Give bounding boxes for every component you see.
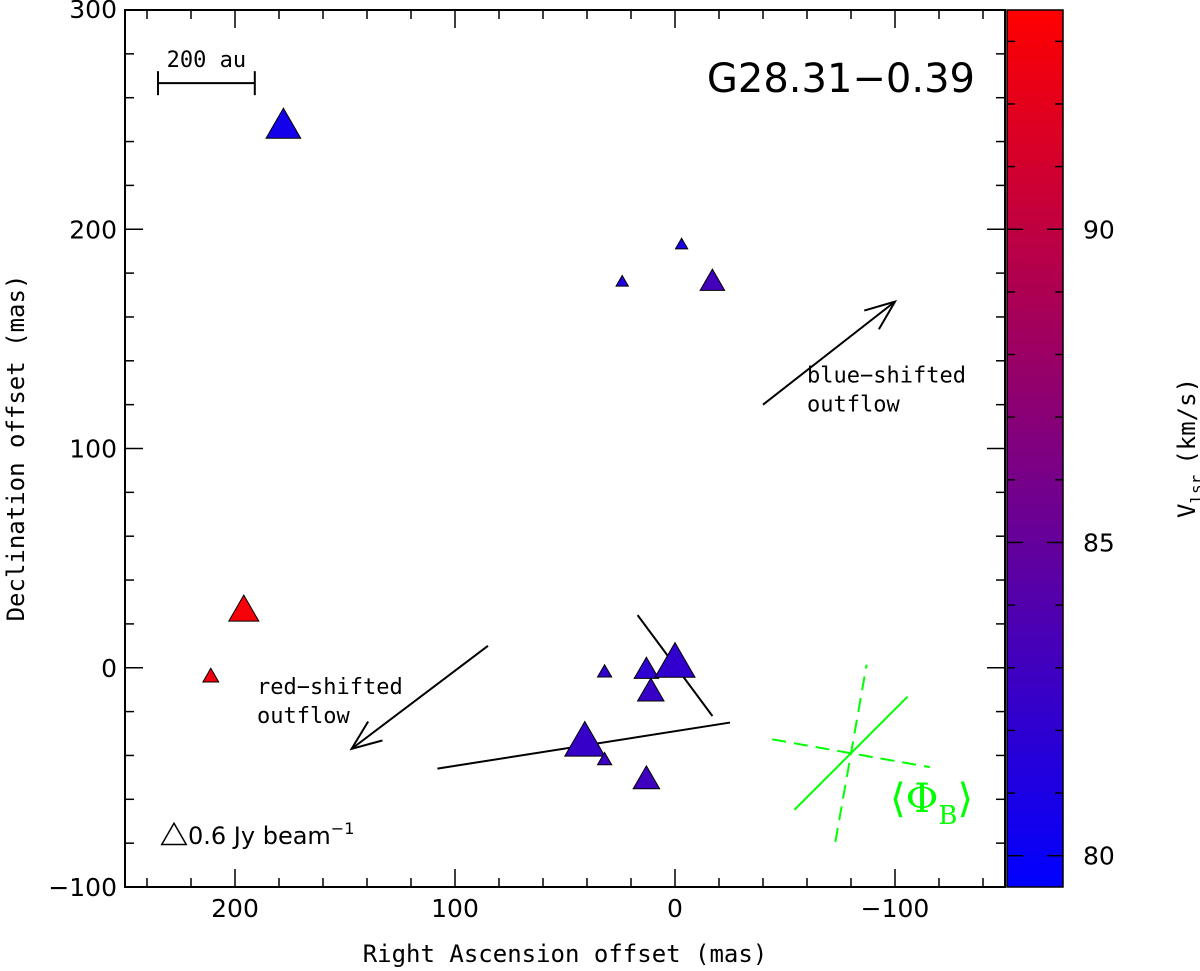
- outflow-label-blue-shifted: outflow: [807, 393, 900, 418]
- colorbar-ticks: 80 85 90: [1007, 40, 1115, 871]
- y-tick-label: 200: [69, 215, 117, 244]
- maser-triangle: [202, 667, 220, 683]
- maser-triangle: [699, 268, 726, 291]
- x-tick-label: 100: [431, 894, 479, 923]
- y-axis-title: Declination offset (mas): [2, 275, 30, 622]
- mean-field-indicator: [772, 664, 930, 843]
- maser-triangle: [632, 764, 661, 790]
- y-tick-label: 300: [69, 0, 117, 24]
- flux-legend-triangle-icon: [160, 821, 188, 846]
- outflow-label-red-shifted: red−shifted: [257, 675, 403, 700]
- outflow-arrow-red-shifted: [350, 645, 489, 750]
- scale-bar: 200 au: [157, 48, 256, 96]
- maser-triangle: [615, 274, 630, 287]
- scale-bar-label: 200 au: [167, 48, 246, 73]
- mean-field-symbol: Φ: [906, 776, 939, 822]
- flux-legend-label: 0.6 Jy beam−1: [188, 819, 354, 850]
- mean-field-bracket-left: ⟨: [890, 776, 906, 822]
- mean-field-perpendicular-line: [772, 738, 930, 769]
- outflow-annotations: blue−shifted outflow red−shifted outflow: [257, 299, 966, 751]
- mean-field-label: ⟨ΦB⟩: [890, 776, 973, 831]
- chart-title: G28.31−0.39: [707, 56, 975, 102]
- maser-triangle: [596, 663, 613, 678]
- outflow-label-blue-shifted: blue−shifted: [807, 364, 966, 389]
- x-tick-label: 0: [667, 894, 683, 923]
- colorbar-title-unit: (km/s): [1173, 378, 1200, 465]
- maser-triangle: [227, 594, 260, 622]
- x-tick-label: −100: [861, 894, 930, 923]
- x-axis-title: Right Ascension offset (mas): [363, 940, 768, 968]
- colorbar-title-sub: lsr: [1187, 474, 1200, 503]
- x-tick-label: 200: [211, 894, 259, 923]
- outflow-label-red-shifted: outflow: [257, 704, 350, 729]
- y-tick-label: −100: [48, 873, 117, 902]
- colorbar-tick-label: 85: [1083, 528, 1115, 557]
- outflow-arrow-blue-shifted: [762, 300, 896, 406]
- maser-triangle: [596, 751, 613, 766]
- maser-triangle: [563, 720, 606, 757]
- maser-triangle: [633, 656, 660, 679]
- colorbar-tick-label: 80: [1083, 842, 1115, 871]
- flux-legend-superscript: −1: [331, 819, 355, 838]
- colorbar: [1006, 9, 1064, 888]
- mean-field-bracket-right: ⟩: [958, 776, 974, 822]
- maser-triangle: [265, 107, 302, 139]
- flux-legend-text: 0.6 Jy beam: [188, 822, 331, 850]
- mean-field-subscript: B: [938, 801, 957, 831]
- maser-triangle: [674, 237, 689, 250]
- maser-triangle: [636, 677, 665, 702]
- y-tick-label: 0: [101, 654, 117, 683]
- outflow-arrowhead-blue-shifted: [863, 299, 898, 330]
- colorbar-tick-label: 90: [1083, 215, 1115, 244]
- colorbar-title: Vlsr (km/s): [1173, 378, 1200, 518]
- y-tick-label: 100: [69, 435, 117, 464]
- y-ticks: −100 0 100 200 300: [48, 0, 1005, 902]
- flux-legend: 0.6 Jy beam−1: [160, 819, 354, 850]
- maser-triangle: [654, 641, 696, 678]
- x-ticks: 200 100 0 −100: [146, 10, 984, 923]
- maser-points: [202, 107, 726, 790]
- colorbar-title-v: V: [1173, 504, 1200, 518]
- outflow-arrowhead-red-shifted: [349, 720, 383, 751]
